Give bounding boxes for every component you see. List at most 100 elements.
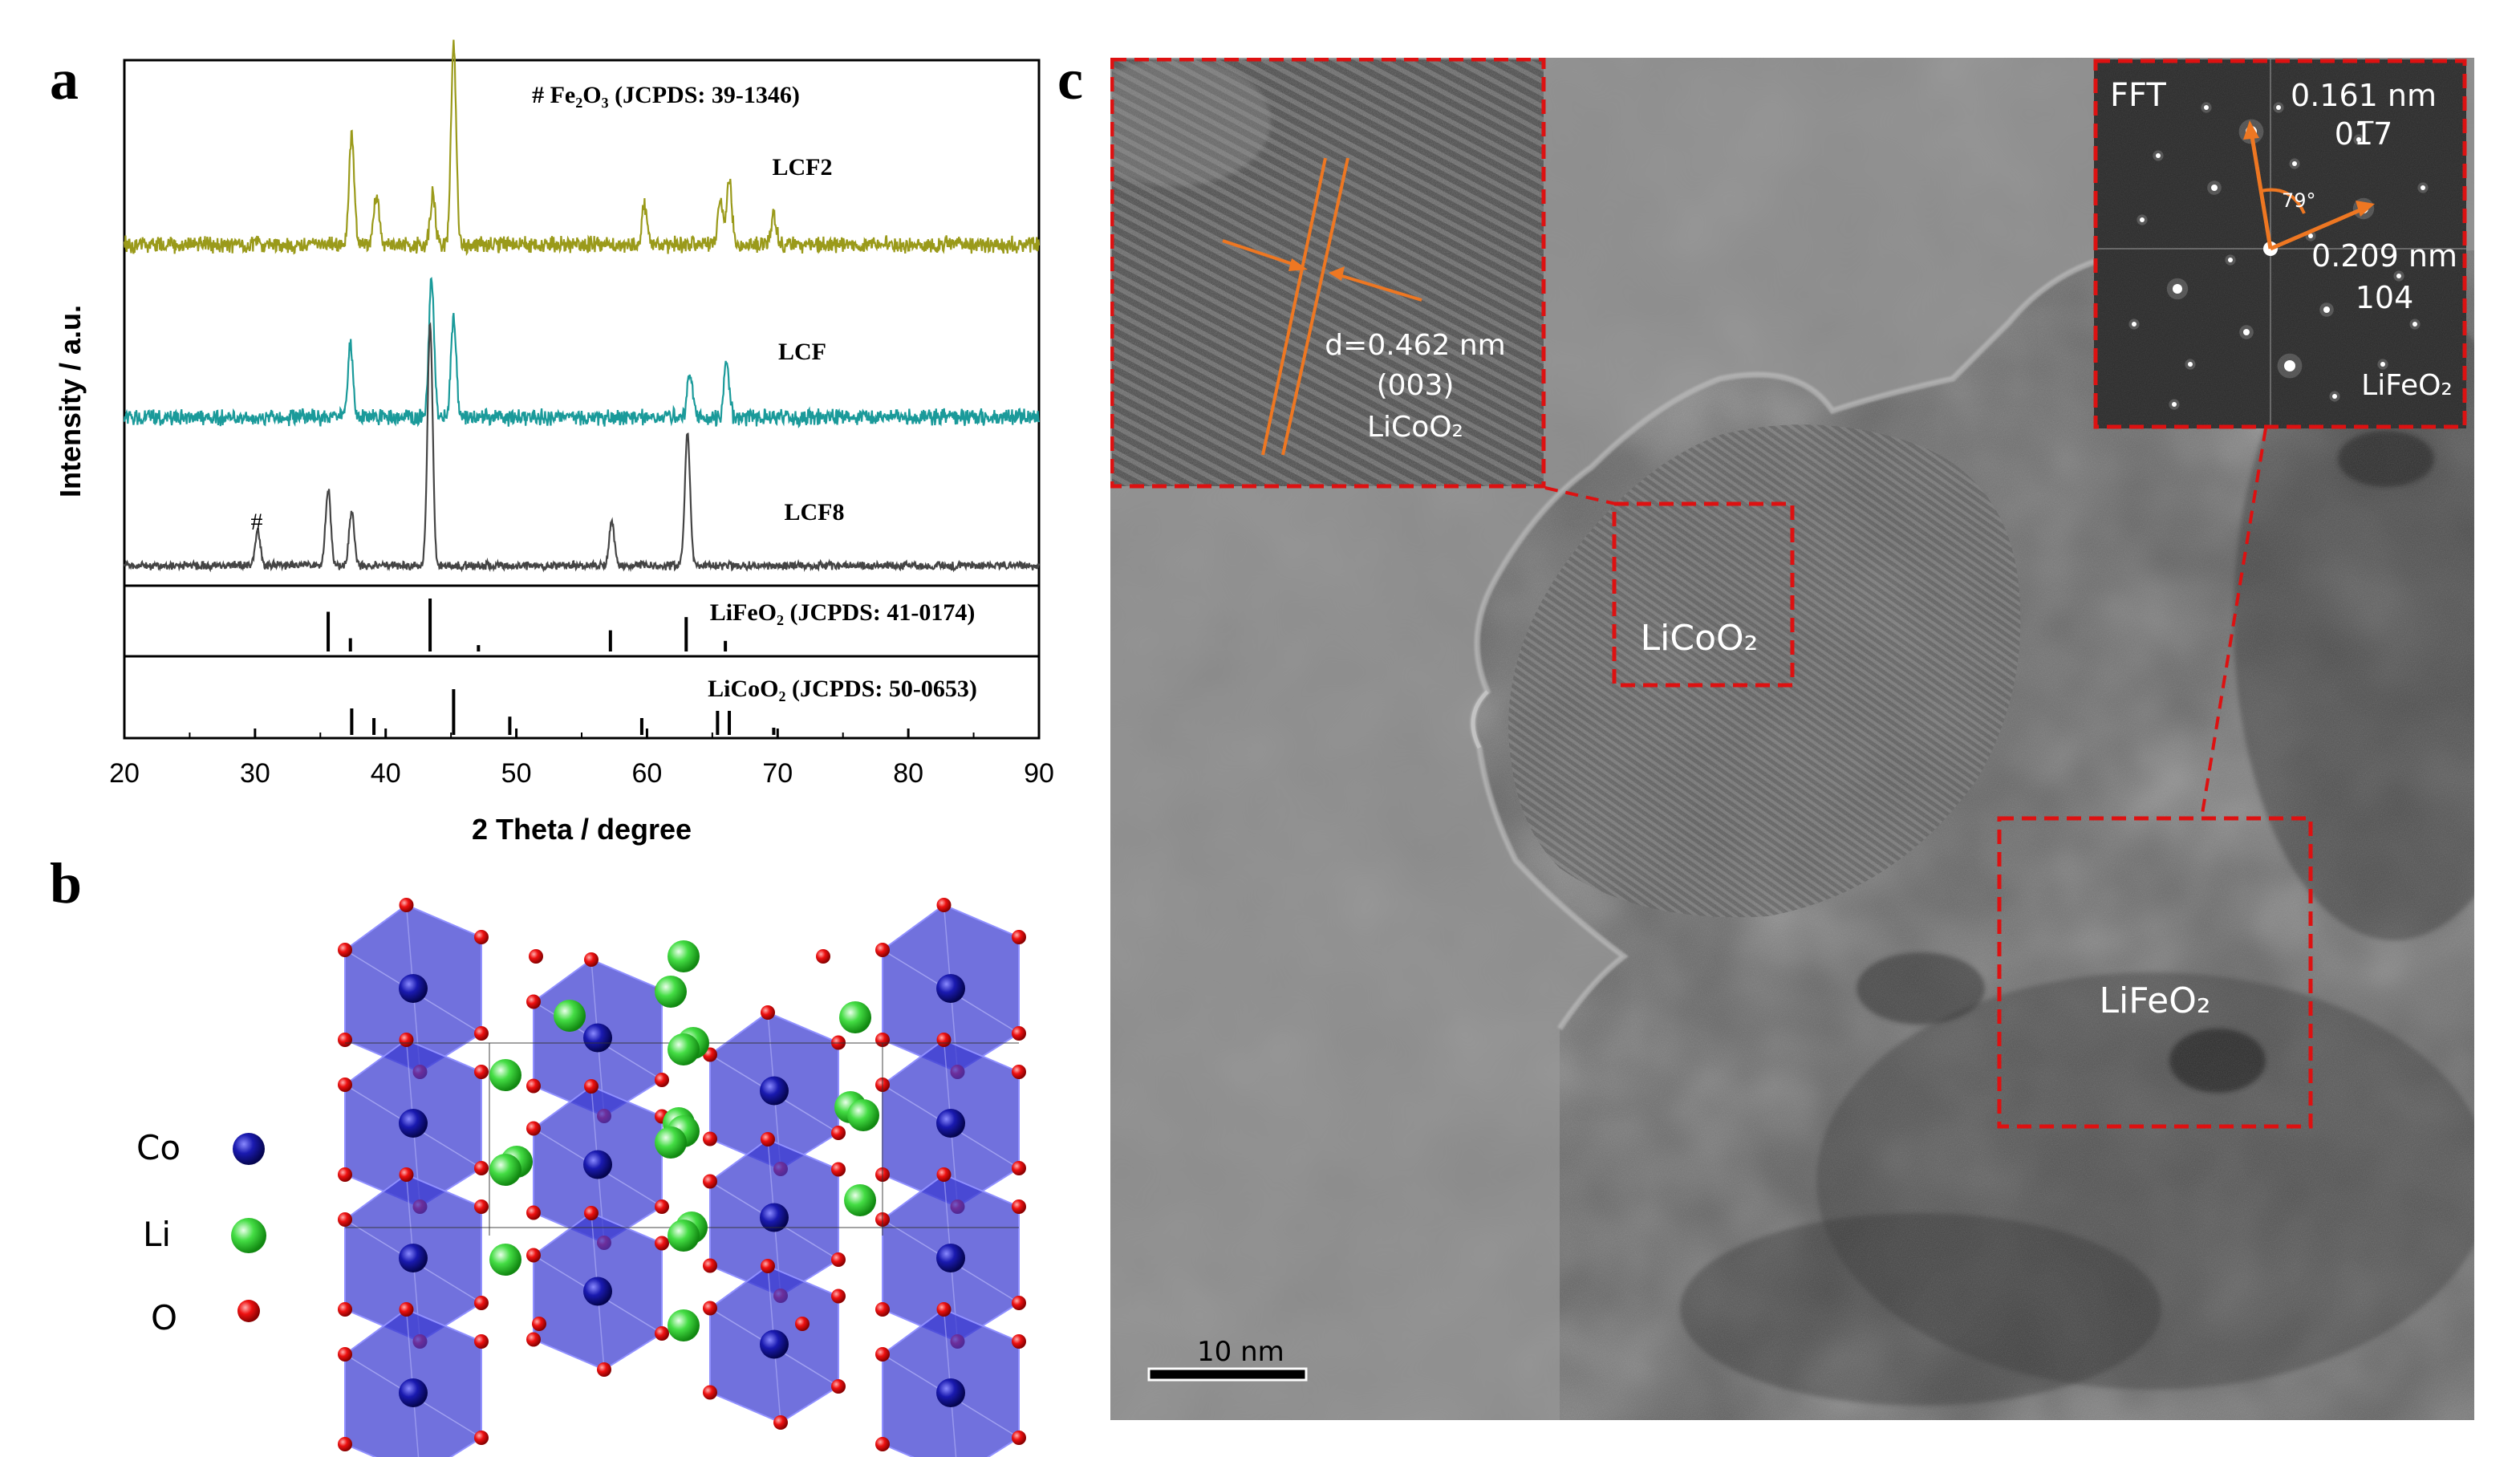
crystal-structure <box>338 898 1026 1457</box>
fft-spacing2: 0.209 nm <box>2311 238 2457 274</box>
diffraction-spot <box>2421 185 2425 190</box>
series-line-lcf2 <box>123 39 1041 257</box>
co-atom <box>936 1109 965 1138</box>
diffraction-spot <box>2132 322 2137 327</box>
o-atom <box>761 1259 775 1273</box>
o-atom <box>1012 1026 1026 1041</box>
li-atom <box>489 1244 521 1276</box>
diffraction-spot <box>2156 153 2161 158</box>
diffraction-spot <box>2332 394 2337 399</box>
li-atom <box>847 1099 879 1131</box>
o-atom <box>875 1302 890 1317</box>
o-atom <box>338 943 352 957</box>
diffraction-spot <box>2396 274 2401 278</box>
o-atom <box>703 1301 717 1316</box>
diffraction-spot <box>2172 402 2177 407</box>
li-atom <box>655 1126 687 1159</box>
o-atom-icon <box>237 1300 260 1322</box>
o-atom <box>655 1326 669 1341</box>
particle-edge-bump <box>1471 690 1489 749</box>
plane-label: (003) <box>1377 369 1455 402</box>
o-atom <box>399 898 414 912</box>
panel-label-c: c <box>1057 47 1083 112</box>
o-atom <box>474 1431 489 1445</box>
x-tick-label: 20 <box>109 758 140 789</box>
o-atom <box>338 1212 352 1227</box>
legend-label-li: Li <box>143 1215 171 1254</box>
o-atom <box>703 1258 717 1273</box>
fe2o3-note: # Fe₂O₃ (JCPDS: 39-1346) <box>532 82 800 108</box>
o-atom <box>526 994 541 1009</box>
scale-bar-line <box>1147 1367 1308 1382</box>
o-atom <box>338 1437 352 1451</box>
connector-line <box>1544 486 1617 505</box>
o-atom <box>474 1161 489 1175</box>
o-atom <box>526 1248 541 1263</box>
arrowhead-icon <box>2356 201 2375 217</box>
co-atom <box>583 1150 612 1179</box>
fft-spacing1: 0.161 nm <box>2291 78 2437 113</box>
series-line-lcf <box>123 277 1041 429</box>
diffraction-spot <box>2211 185 2218 191</box>
co-atom <box>399 1244 428 1272</box>
x-tick-label: 30 <box>240 758 270 789</box>
o-atom <box>703 1131 717 1147</box>
diffraction-spot <box>2204 105 2209 110</box>
diffraction-spot <box>2323 306 2330 313</box>
co-atom <box>760 1329 789 1359</box>
series-line-lcf8 <box>123 322 1041 573</box>
scale-bar-label: 10 nm <box>1197 1336 1284 1368</box>
hrtem-inset: d=0.462 nm (003) LiCoO₂ <box>1110 57 1546 489</box>
x-tick-label: 40 <box>371 758 401 789</box>
co-atom <box>583 1023 612 1053</box>
x-tick-label: 80 <box>893 758 923 789</box>
arrowhead-icon <box>2243 120 2259 140</box>
li-atom <box>489 1154 521 1186</box>
diffraction-spot <box>2243 329 2250 335</box>
series-group <box>123 39 1041 573</box>
o-atom <box>338 1347 352 1362</box>
diffraction-spot <box>2380 362 2385 367</box>
hash-annotation: # <box>251 509 263 535</box>
fft-plane2: 104 <box>2356 280 2414 315</box>
o-atom <box>936 1302 952 1317</box>
o-atom <box>399 1033 414 1047</box>
hrtem-inset-frame <box>1110 57 1546 489</box>
o-atom <box>655 1199 669 1214</box>
o-atom <box>1012 1431 1026 1445</box>
o-atom <box>526 1121 541 1136</box>
o-atom <box>474 930 489 944</box>
o-atom <box>474 1334 489 1349</box>
o-atom <box>795 1317 810 1331</box>
d-spacing-label: d=0.462 nm <box>1325 329 1505 362</box>
o-atom <box>338 1302 352 1317</box>
fft-vector <box>2270 206 2364 251</box>
co-atom <box>936 1378 965 1407</box>
co-atom <box>760 1076 789 1106</box>
fft-phase: LiFeO₂ <box>2361 369 2453 402</box>
co-atom <box>399 1109 428 1138</box>
o-atom <box>703 1385 717 1400</box>
ref-label-licoo2: LiCoO₂ (JCPDS: 50-0653) <box>708 676 977 702</box>
xrd-chart: 20 30 40 50 60 70 80 90 # Fe₂O₃ (JCPDS: 39-1346… <box>54 39 1054 846</box>
o-atom <box>338 1078 352 1092</box>
diffraction-spot <box>2292 161 2297 166</box>
o-atom <box>584 1079 599 1094</box>
x-tick-label: 70 <box>762 758 793 789</box>
o-atom <box>1012 1296 1026 1310</box>
fft-title: FFT <box>2110 77 2166 114</box>
co-atom <box>399 1378 428 1407</box>
o-atom <box>338 1033 352 1047</box>
arrowhead-icon <box>1288 258 1308 271</box>
o-atom <box>399 1167 414 1182</box>
o-atom <box>831 1126 846 1140</box>
li-atom <box>489 1059 521 1091</box>
co-atom-icon <box>233 1133 265 1165</box>
x-axis-label: 2 Theta / degree <box>472 813 692 846</box>
legend-item-co: Co <box>136 1128 265 1167</box>
tem-image: LiCoO₂ LiFeO₂ d=0.462 nm (003) LiCoO₂ 79… <box>1110 57 2474 1420</box>
o-atom <box>831 1162 846 1177</box>
o-atom <box>526 1078 541 1094</box>
x-tick-label: 50 <box>501 758 532 789</box>
plot-frame <box>123 59 1041 740</box>
